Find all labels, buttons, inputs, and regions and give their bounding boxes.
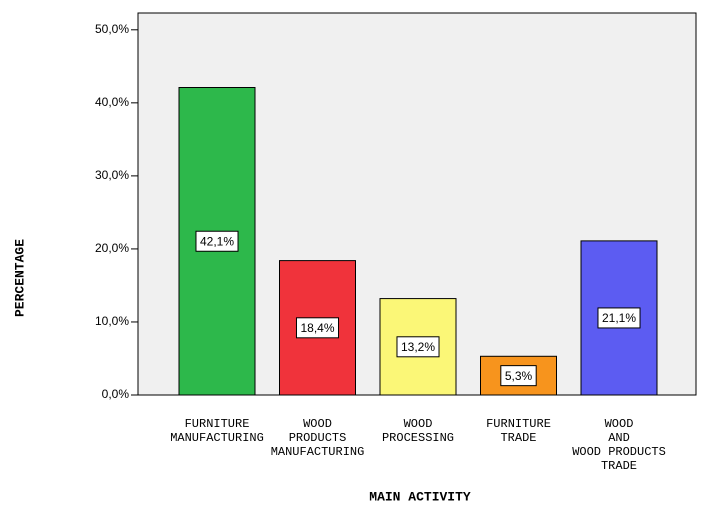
x-axis-title: MAIN ACTIVITY xyxy=(369,489,471,504)
value-label-box xyxy=(396,336,440,358)
x-tick-label: FURNITURE TRADE xyxy=(486,417,551,445)
value-label: 21,1% xyxy=(602,311,636,325)
value-label: 18,4% xyxy=(300,321,334,335)
y-axis-title: PERCENTAGE xyxy=(12,239,27,317)
y-tick-label: 20,0% xyxy=(95,241,129,255)
y-tick-label: 50,0% xyxy=(95,22,129,36)
y-tick-label: 0,0% xyxy=(102,387,130,401)
y-tick-label: 30,0% xyxy=(95,168,129,182)
x-tick-label: WOOD PRODUCTS MANUFACTURING xyxy=(271,417,365,459)
value-label: 13,2% xyxy=(401,340,435,354)
x-tick-label: WOOD AND WOOD PRODUCTS TRADE xyxy=(572,417,666,473)
value-label-box xyxy=(195,230,239,252)
x-tick-label: WOOD PROCESSING xyxy=(382,417,454,445)
y-tick-label: 40,0% xyxy=(95,95,129,109)
y-tick-label: 10,0% xyxy=(95,314,129,328)
value-label: 5,3% xyxy=(505,369,533,383)
value-label-box xyxy=(295,317,340,339)
value-label-box xyxy=(597,307,641,329)
value-label-box xyxy=(500,365,537,387)
x-tick-label: FURNITURE MANUFACTURING xyxy=(170,417,264,445)
value-label: 42,1% xyxy=(200,234,234,248)
